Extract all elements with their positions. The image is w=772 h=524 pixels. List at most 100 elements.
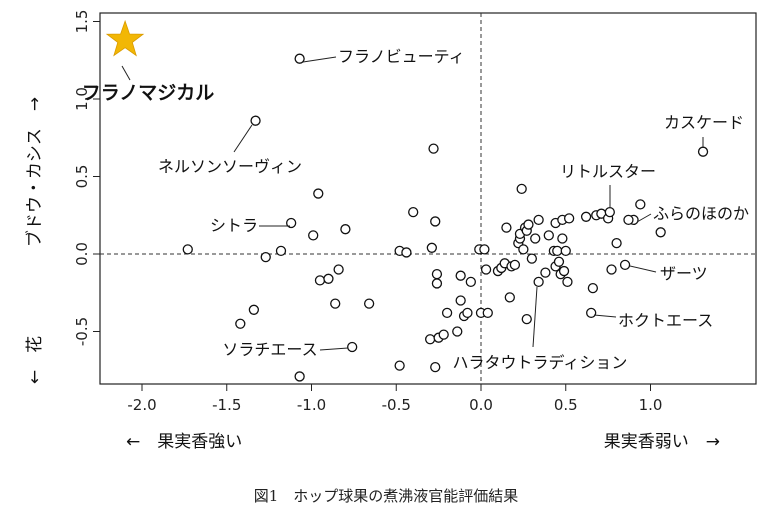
data-point bbox=[604, 206, 615, 218]
data-point bbox=[294, 371, 305, 382]
highlight-star bbox=[105, 19, 145, 57]
data-point bbox=[543, 230, 554, 241]
data-point bbox=[635, 199, 646, 210]
data-point bbox=[482, 307, 493, 319]
point-label: リトルスター bbox=[560, 162, 656, 181]
data-point bbox=[294, 53, 305, 64]
data-point bbox=[619, 259, 631, 271]
data-point bbox=[526, 253, 537, 264]
data-point bbox=[518, 244, 529, 255]
data-point bbox=[286, 217, 297, 229]
data-point bbox=[330, 298, 341, 309]
x-axis-label-right: 果実香弱い → bbox=[604, 432, 720, 452]
data-point bbox=[606, 264, 617, 275]
label-leader-line bbox=[636, 213, 652, 223]
point-label: ホクトエース bbox=[618, 311, 713, 330]
figure-caption: 図1 ホップ球果の煮沸液官能評価結果 bbox=[254, 487, 519, 505]
data-point bbox=[560, 245, 571, 257]
data-point bbox=[553, 256, 565, 267]
point-label: ふらのほのか bbox=[653, 204, 749, 223]
y-axis-label-bottom: ← 花 bbox=[25, 336, 45, 384]
x-tick-label: -1.0 bbox=[297, 396, 326, 414]
point-label: カスケード bbox=[664, 113, 744, 132]
label-leader-line bbox=[319, 347, 349, 351]
label-leader-line bbox=[532, 286, 538, 348]
label-leader-line bbox=[302, 56, 337, 63]
label-leader-line bbox=[593, 314, 617, 318]
data-point bbox=[523, 219, 534, 230]
data-point bbox=[501, 222, 512, 233]
y-axis-label-top: ブドウ・カシス → bbox=[24, 97, 45, 247]
data-point bbox=[521, 313, 532, 325]
point-label: シトラ bbox=[210, 216, 258, 235]
data-point bbox=[275, 245, 287, 257]
data-point bbox=[557, 233, 568, 244]
y-tick-label: 0.0 bbox=[73, 242, 91, 266]
data-point bbox=[504, 292, 515, 303]
label-leader-line bbox=[629, 265, 657, 273]
point-label: ザーツ bbox=[660, 264, 708, 283]
data-points bbox=[105, 19, 709, 382]
point-label: ネルソンソーヴィン bbox=[158, 157, 302, 176]
data-point bbox=[430, 216, 441, 227]
point-label: ソラチエース bbox=[222, 340, 317, 359]
data-point bbox=[441, 307, 453, 319]
data-point bbox=[562, 276, 573, 288]
data-point bbox=[586, 307, 597, 319]
data-point bbox=[465, 276, 476, 288]
data-point bbox=[347, 341, 358, 353]
data-point bbox=[516, 183, 527, 195]
plot-frame bbox=[99, 12, 757, 385]
x-tick-label: -1.5 bbox=[212, 396, 241, 414]
data-point bbox=[250, 115, 261, 126]
label-leader-line bbox=[233, 124, 253, 153]
data-point bbox=[424, 334, 436, 345]
data-point bbox=[580, 211, 592, 222]
x-axis: -2.0 -1.5 -1.0 -0.5 0.0 0.5 1.0 bbox=[127, 384, 662, 414]
data-point bbox=[697, 146, 709, 157]
reference-lines bbox=[100, 13, 756, 384]
data-point bbox=[509, 259, 521, 271]
data-point bbox=[182, 244, 193, 255]
data-point bbox=[655, 227, 666, 238]
data-point bbox=[394, 360, 405, 371]
x-tick-label: -2.0 bbox=[127, 396, 156, 414]
data-point bbox=[533, 276, 544, 288]
data-point bbox=[313, 188, 324, 199]
data-point bbox=[530, 233, 541, 244]
data-point bbox=[426, 242, 437, 253]
highlight-leader-line bbox=[121, 65, 131, 81]
data-point bbox=[314, 275, 326, 286]
data-point bbox=[479, 244, 490, 255]
data-point bbox=[558, 265, 570, 277]
data-point bbox=[452, 326, 463, 337]
y-tick-label: 1.5 bbox=[73, 10, 91, 34]
data-point bbox=[552, 245, 563, 257]
data-point bbox=[611, 237, 622, 249]
x-tick-label: 1.0 bbox=[639, 396, 663, 414]
data-point bbox=[431, 268, 443, 280]
data-point bbox=[363, 298, 375, 309]
data-point bbox=[408, 206, 419, 218]
data-point bbox=[480, 264, 492, 275]
point-label: ハラタウトラディション bbox=[453, 353, 628, 372]
data-point bbox=[623, 214, 634, 226]
y-tick-label: 1.0 bbox=[73, 87, 91, 111]
data-point bbox=[248, 304, 260, 315]
data-point bbox=[455, 295, 466, 306]
y-tick-label: -0.5 bbox=[73, 317, 91, 346]
data-point bbox=[587, 282, 599, 294]
data-point bbox=[401, 247, 412, 258]
highlight-label: フラノマジカル bbox=[82, 82, 215, 104]
data-point bbox=[333, 264, 344, 275]
data-point bbox=[308, 230, 319, 241]
data-point bbox=[462, 307, 473, 319]
data-point bbox=[340, 224, 351, 235]
x-tick-label: 0.5 bbox=[554, 396, 578, 414]
data-point bbox=[323, 273, 334, 284]
data-point bbox=[430, 361, 441, 373]
data-point bbox=[533, 214, 544, 226]
data-point bbox=[563, 213, 575, 224]
